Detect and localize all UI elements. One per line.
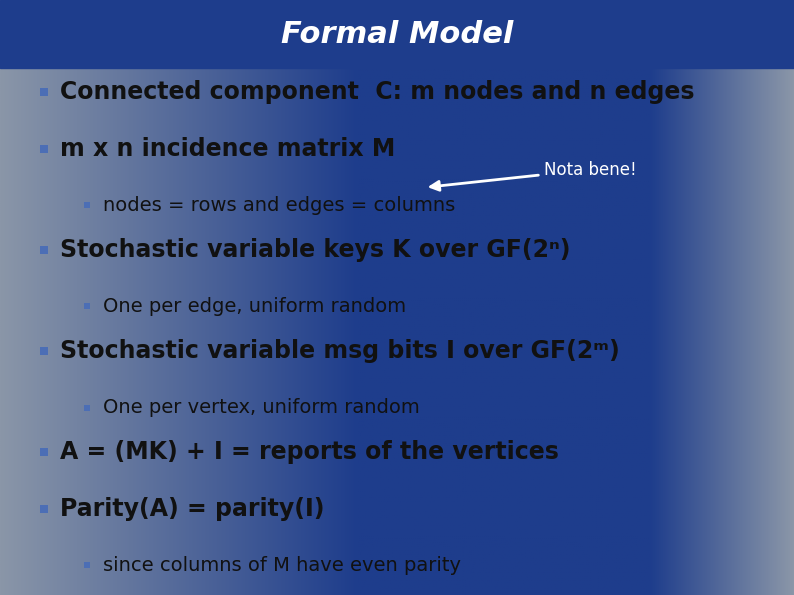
Text: One per edge, uniform random: One per edge, uniform random: [103, 297, 407, 316]
Text: One per vertex, uniform random: One per vertex, uniform random: [103, 398, 420, 417]
Text: nodes = rows and edges = columns: nodes = rows and edges = columns: [103, 196, 456, 215]
Text: A = (MK) + I = reports of the vertices: A = (MK) + I = reports of the vertices: [60, 440, 558, 464]
Text: m x n incidence matrix M: m x n incidence matrix M: [60, 137, 395, 161]
Bar: [0, 0, 794, 68]
Text: Stochastic variable msg bits I over GF(2ᵐ): Stochastic variable msg bits I over GF(2…: [60, 339, 619, 363]
Text: Nota bene!: Nota bene!: [430, 161, 637, 190]
Text: Parity(A) = parity(I): Parity(A) = parity(I): [60, 497, 324, 521]
Text: Stochastic variable keys K over GF(2ⁿ): Stochastic variable keys K over GF(2ⁿ): [60, 238, 570, 262]
Text: Formal Model: Formal Model: [281, 20, 513, 49]
Text: Connected component  C: m nodes and n edges: Connected component C: m nodes and n edg…: [60, 80, 694, 104]
Text: since columns of M have even parity: since columns of M have even parity: [103, 556, 461, 575]
